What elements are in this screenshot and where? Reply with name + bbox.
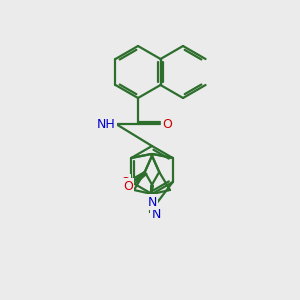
Text: N: N	[147, 196, 157, 208]
Text: O: O	[120, 176, 130, 188]
Text: O: O	[162, 118, 172, 130]
Text: NH: NH	[97, 118, 116, 130]
Text: N: N	[151, 208, 161, 220]
Text: O: O	[123, 179, 133, 193]
